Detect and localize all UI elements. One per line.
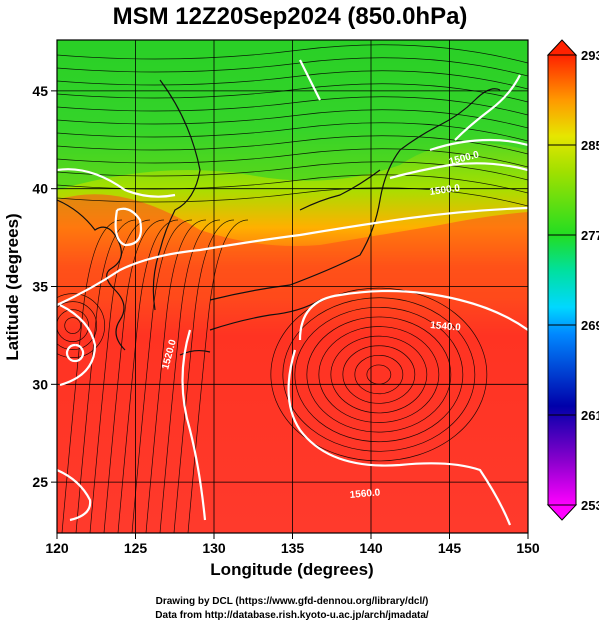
colorbar-scale [547,54,577,506]
streamline [57,44,528,64]
contour-label-1500-north: 1500.0 [429,183,461,198]
x-tick-label: 125 [124,540,148,556]
streamline [318,326,440,423]
x-tick-label: 130 [202,540,226,556]
streamline [145,219,207,533]
colorbar-tick-label: 253 [581,498,599,513]
colorbar-tick-label: 293 [581,48,599,63]
colorbar-tick-label: 269 [581,318,599,333]
streamline [57,301,98,350]
x-tick-label: 135 [281,540,305,556]
streamline [64,317,82,334]
streamline [159,219,221,533]
streamline [57,135,528,155]
streamline [103,219,165,533]
streamline [57,122,528,142]
streamline [354,355,404,395]
streamline [89,219,151,533]
y-axis-label: Latitude (degrees) [3,213,22,360]
wind-streamlines [57,44,528,533]
y-tick-label: 30 [32,376,48,392]
streamline [57,83,528,103]
contour-label-1540: 1540.0 [430,320,462,334]
streamline [75,219,137,533]
x-tick-label: 140 [359,540,383,556]
chart-title: MSM 12Z20Sep2024 (850.0hPa) [113,3,468,30]
contour-label-1560: 1560.0 [349,487,381,501]
y-tick-label: 40 [32,181,48,197]
lat-lon-grid [57,40,528,533]
streamline [57,109,528,129]
streamline [61,219,123,533]
colorbar-tick-label: 277 [581,228,599,243]
y-tick-label: 45 [32,83,48,99]
streamline [282,297,476,452]
streamline [117,219,179,533]
x-axis: 120 125 130 135 140 145 150 [45,533,540,556]
colorbar-top-arrow [546,39,578,56]
streamline [57,148,528,168]
footer-data-credit: Data from http://database.rish.kyoto-u.a… [155,610,429,621]
y-tick-label: 25 [32,474,48,490]
colorbar-tick-label: 261 [581,408,599,423]
streamline [306,316,452,433]
coastlines [57,79,501,356]
streamline [342,345,416,404]
streamline [187,219,249,533]
footer-drawing-credit: Drawing by DCL (https://www.gfd-dennou.o… [156,596,429,607]
colorbar-tick-label: 285 [581,138,599,153]
x-tick-label: 150 [516,540,540,556]
streamline [294,307,464,443]
streamline [57,187,528,207]
y-axis: 25 30 35 40 45 [32,83,57,490]
streamline [57,70,528,90]
streamline [57,293,106,358]
colorbar: 293 285 277 269 261 253 [546,39,599,521]
x-tick-label: 145 [438,540,462,556]
colorbar-bottom-arrow [546,504,578,521]
x-axis-label: Longitude (degrees) [210,560,373,579]
streamline [131,219,193,533]
x-tick-label: 120 [45,540,69,556]
plot-area: 1500.0 1520.0 1540.0 1560.0 1500.0 [57,40,528,533]
streamline [57,309,90,342]
streamline [366,364,392,385]
streamline [330,335,428,414]
streamline [57,57,528,77]
y-tick-label: 35 [32,279,48,295]
streamline [57,96,528,116]
streamline [173,219,235,533]
streamline [57,161,528,181]
